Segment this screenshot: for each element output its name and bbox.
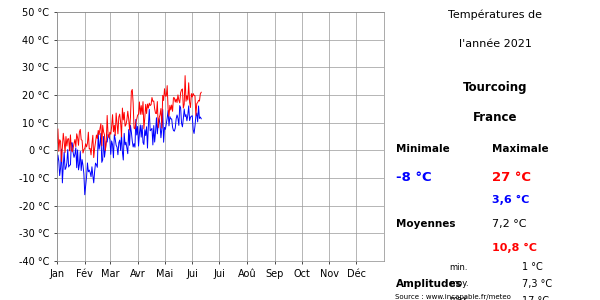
Text: 10,8 °C: 10,8 °C	[492, 243, 537, 253]
Text: min.: min.	[449, 262, 467, 272]
Text: 27 °C: 27 °C	[492, 171, 531, 184]
Text: Tourcoing: Tourcoing	[463, 81, 527, 94]
Text: Source : www.incapable.fr/meteo: Source : www.incapable.fr/meteo	[395, 294, 511, 300]
Text: 3,6 °C: 3,6 °C	[492, 195, 529, 205]
Text: max.: max.	[449, 296, 470, 300]
Text: Minimale: Minimale	[396, 144, 450, 154]
Text: moy.: moy.	[449, 279, 469, 288]
Text: 1 °C: 1 °C	[522, 262, 543, 272]
Text: France: France	[473, 111, 517, 124]
Text: Moyennes: Moyennes	[396, 219, 455, 229]
Text: -8 °C: -8 °C	[396, 171, 431, 184]
Text: 17 °C: 17 °C	[522, 296, 549, 300]
Text: Amplitudes: Amplitudes	[396, 279, 463, 289]
Text: l'année 2021: l'année 2021	[458, 39, 532, 49]
Text: 7,3 °C: 7,3 °C	[522, 279, 552, 289]
Text: Températures de: Températures de	[448, 9, 542, 20]
Text: Maximale: Maximale	[492, 144, 548, 154]
Text: 7,2 °C: 7,2 °C	[492, 219, 527, 229]
